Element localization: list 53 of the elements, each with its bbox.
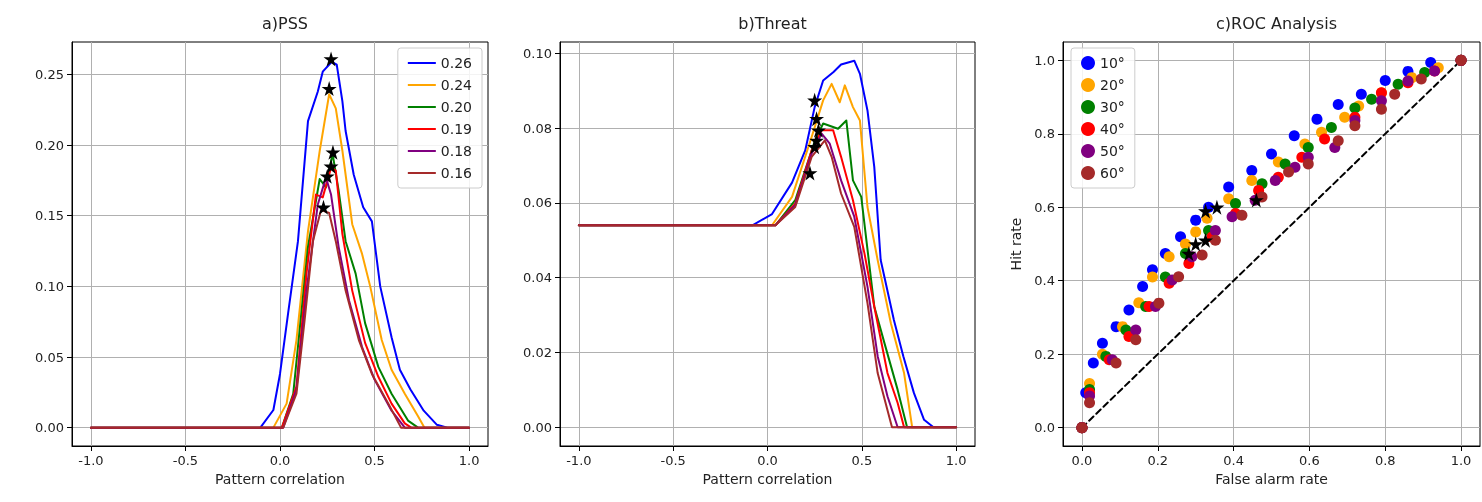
legend-label: 0.19 — [440, 121, 472, 137]
x-tick-label: 0.6 — [1299, 453, 1320, 468]
y-tick-label: 0.10 — [523, 45, 552, 61]
legend-label: 30° — [1100, 99, 1125, 115]
x-tick-label: 0.0 — [757, 453, 778, 468]
x-tick-label: 0.4 — [1223, 453, 1244, 468]
y-tick-label: 0.8 — [1034, 126, 1055, 142]
y-tick-label: 0.00 — [523, 419, 552, 435]
y-tick-label: 0.4 — [1034, 273, 1055, 289]
y-tick-label: 0.00 — [35, 420, 64, 436]
legend-label: 0.26 — [440, 55, 473, 71]
y-tick-label: 0.02 — [523, 344, 552, 360]
x-tick-label: -1.0 — [566, 453, 592, 468]
y-axis-title: Hit rate — [1008, 217, 1024, 271]
x-tick-label: 1.0 — [945, 453, 967, 468]
legend-label: 60° — [1100, 165, 1125, 181]
x-tick-label: 1.0 — [1450, 453, 1472, 468]
x-tick-label: -0.5 — [660, 453, 686, 468]
x-tick-label: 0.0 — [1071, 453, 1093, 468]
chart-title: a)PSS — [261, 13, 309, 33]
x-tick-label: 0.5 — [851, 453, 873, 468]
legend-label: 0.18 — [440, 143, 472, 159]
x-axis-title: Pattern correlation — [702, 471, 833, 487]
y-tick-label: 0.08 — [523, 120, 552, 136]
chart-title: b)Threat — [738, 13, 807, 33]
chart-title: c)ROC Analysis — [1216, 13, 1337, 33]
x-tick-label: 0.8 — [1374, 453, 1396, 468]
x-tick-label: 0.5 — [364, 453, 385, 468]
y-tick-label: 0.06 — [523, 195, 552, 211]
y-tick-label: 0.04 — [523, 270, 552, 286]
legend-label: 20° — [1100, 77, 1125, 93]
y-tick-label: 0.15 — [35, 208, 64, 224]
x-tick-label: -0.5 — [172, 453, 199, 468]
y-tick-label: 0.6 — [1034, 199, 1055, 215]
y-tick-label: 0.0 — [1034, 420, 1055, 436]
legend-label: 0.20 — [440, 99, 472, 115]
x-axis-title: Pattern correlation — [215, 471, 345, 487]
y-tick-label: 1.0 — [1034, 52, 1055, 68]
y-tick-label: 0.10 — [35, 278, 64, 294]
legend-label: 50° — [1100, 143, 1125, 159]
x-tick-label: -1.0 — [78, 453, 104, 468]
x-tick-label: 0.0 — [269, 453, 291, 468]
y-tick-label: 0.20 — [35, 137, 64, 153]
y-tick-label: 0.2 — [1034, 346, 1055, 362]
x-axis-title: False alarm rate — [1215, 471, 1328, 487]
legend-label: 0.24 — [440, 77, 473, 93]
x-tick-label: 0.2 — [1147, 453, 1169, 468]
legend-label: 0.16 — [440, 165, 473, 181]
legend-label: 10° — [1100, 55, 1125, 71]
x-tick-label: 1.0 — [458, 453, 480, 468]
legend-label: 40° — [1100, 121, 1125, 137]
y-tick-label: 0.05 — [35, 349, 64, 365]
y-tick-label: 0.25 — [35, 66, 64, 82]
